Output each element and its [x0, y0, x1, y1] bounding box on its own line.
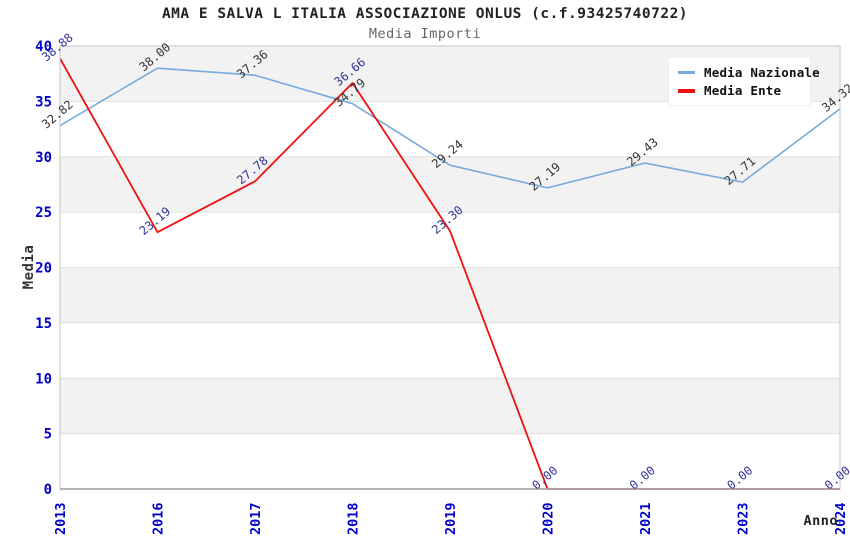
x-tick-label: 2016: [151, 502, 167, 535]
value-label: 0.00: [822, 463, 850, 492]
x-tick-label: 2017: [248, 502, 264, 535]
legend-item-media-ente: Media Ente: [678, 83, 801, 98]
y-tick-label: 10: [35, 371, 52, 387]
x-tick-label: 2019: [443, 502, 459, 535]
series-line-media-nazionale: [59, 67, 841, 189]
legend-line-swatch-nazionale: [678, 71, 695, 74]
x-axis-title: Anno: [803, 513, 838, 529]
y-tick-label: 20: [35, 261, 52, 277]
plot-band: [60, 378, 840, 434]
legend-line-swatch-ente: [678, 88, 695, 93]
legend-label-ente: Media Ente: [704, 83, 782, 98]
y-tick-label: 35: [35, 94, 52, 110]
legend-label-nazionale: Media Nazionale: [704, 65, 820, 80]
x-tick-label: 2023: [736, 502, 752, 535]
y-tick-label: 25: [35, 205, 52, 221]
legend-item-media-nazionale: Media Nazionale: [678, 65, 820, 80]
x-tick-label: 2018: [346, 502, 362, 535]
legend: Media Nazionale Media Ente: [668, 57, 820, 106]
y-tick-label: 0: [44, 482, 52, 498]
x-tick-label: 2021: [638, 502, 654, 535]
plot-band: [60, 267, 840, 323]
y-axis-title: Media: [21, 244, 37, 290]
y-tick-label: 5: [44, 427, 52, 443]
x-tick-label: 2020: [541, 502, 557, 535]
chart-subtitle: Media Importi: [368, 26, 482, 42]
x-tick-label: 2024: [833, 502, 849, 535]
y-tick-label: 40: [35, 39, 52, 55]
y-tick-label: 30: [35, 150, 52, 166]
x-tick-label: 2013: [53, 502, 69, 535]
chart-title: AMA E SALVA L ITALIA ASSOCIAZIONE ONLUS …: [161, 6, 689, 22]
y-tick-label: 15: [35, 316, 52, 332]
